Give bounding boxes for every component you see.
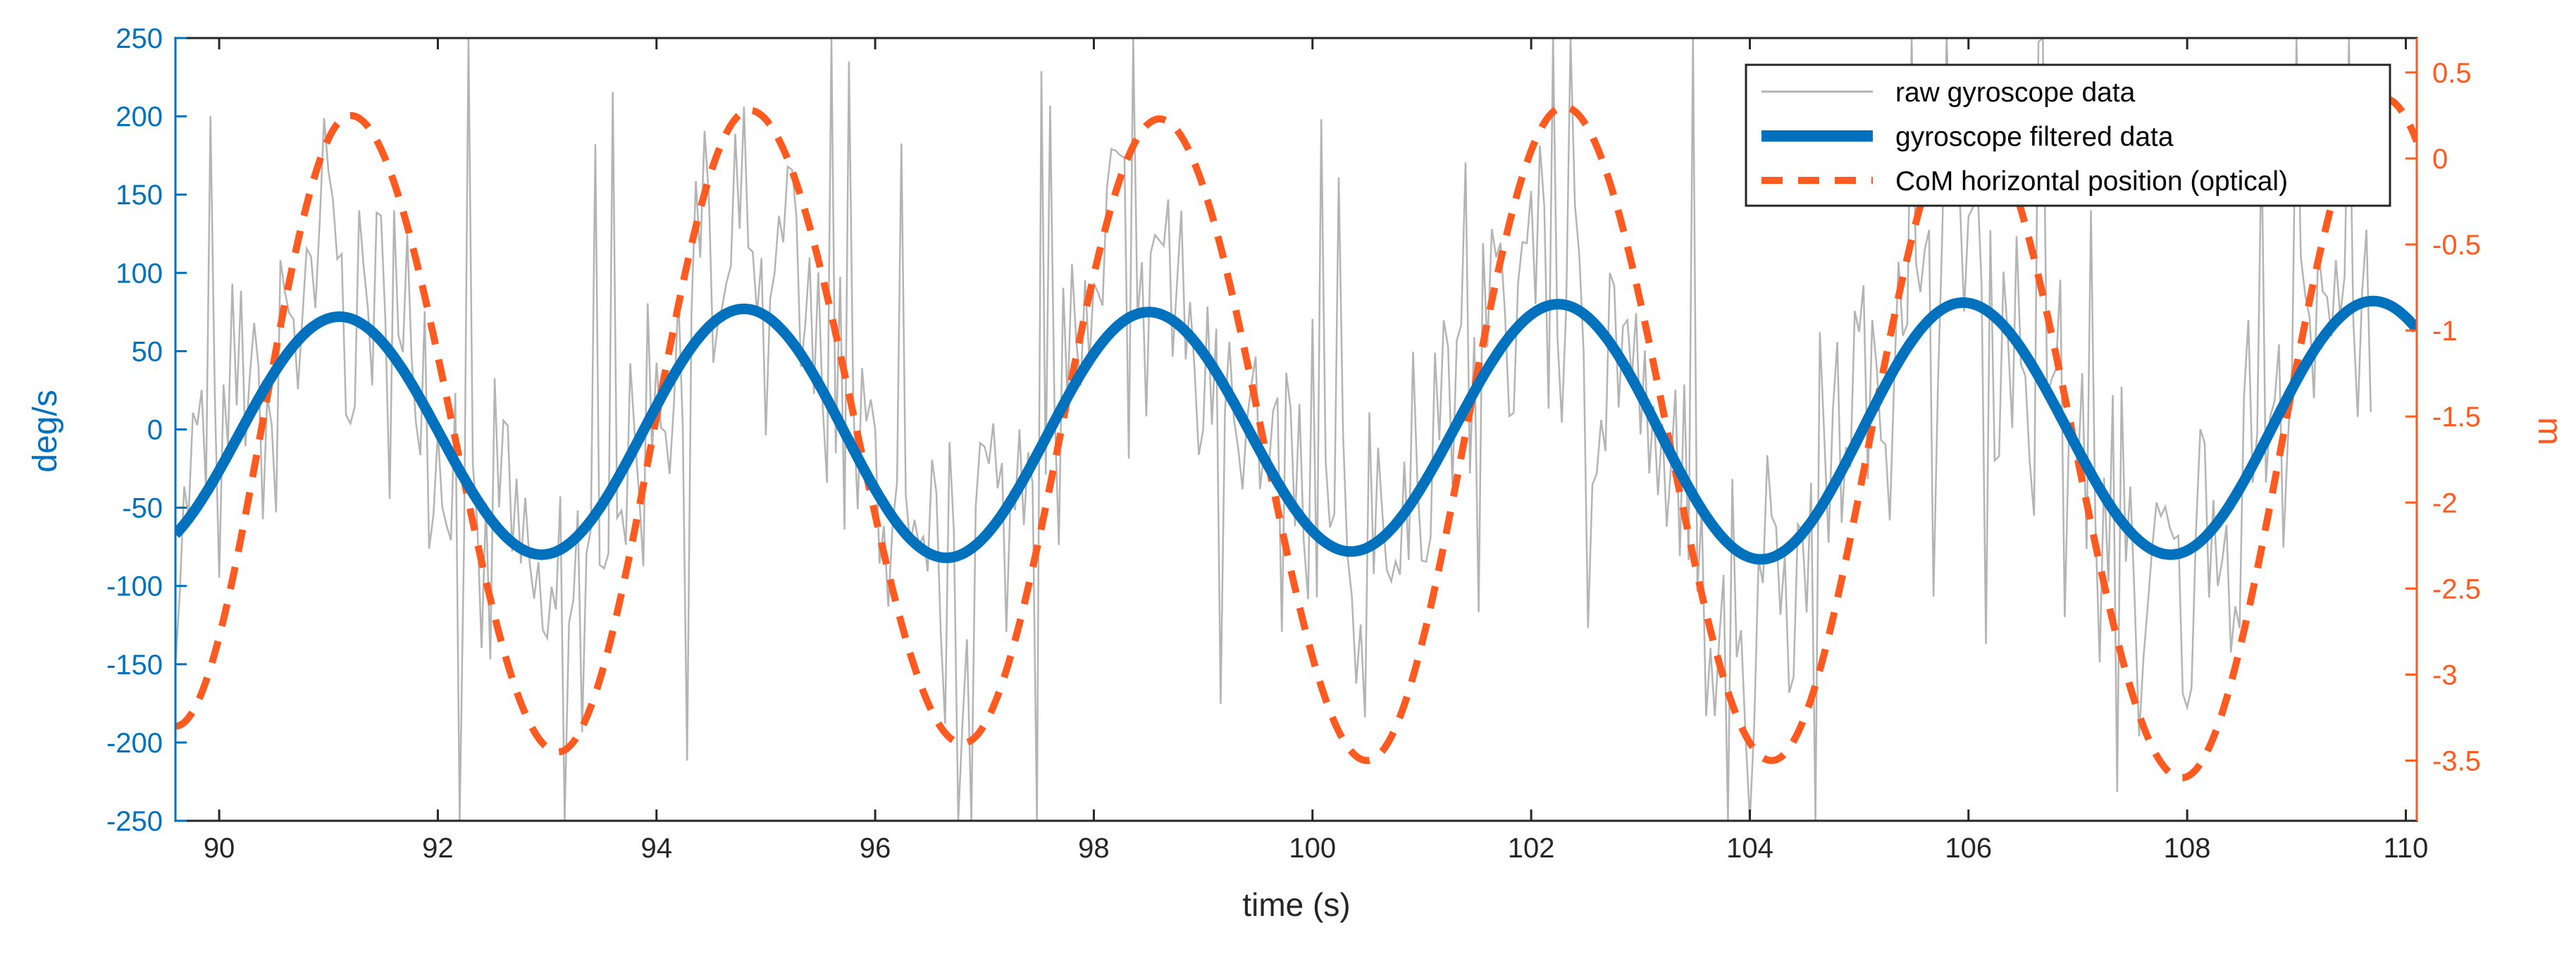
gyroscope-filtered-series (175, 295, 2417, 565)
gyroscope-filtered-line (175, 295, 2417, 565)
legend-label-com: CoM horizontal position (optical) (1895, 166, 2288, 197)
left-y-tick-label: 0 (147, 415, 163, 446)
x-tick-label: 98 (1078, 833, 1110, 864)
right-y-tick-label: -2 (2432, 488, 2458, 519)
left-y-tick-label: 250 (116, 23, 163, 54)
right-y-tick-label: 0.5 (2432, 58, 2472, 89)
right-y-tick-label: -1 (2432, 316, 2458, 347)
left-y-tick-label: 100 (116, 258, 163, 289)
left-y-tick-label: 50 (132, 336, 163, 367)
x-tick-label: 100 (1289, 833, 1336, 864)
left-y-tick-label: -250 (106, 806, 163, 837)
x-tick-label: 108 (2164, 833, 2211, 864)
x-tick-label: 110 (2384, 833, 2429, 864)
right-y-tick-label: 0 (2432, 144, 2448, 175)
right-y-tick-label: -1.5 (2432, 402, 2481, 433)
x-tick-label: 90 (204, 833, 235, 864)
left-y-tick-label: -100 (106, 571, 163, 602)
left-y-axis-label: deg/s (27, 390, 64, 472)
x-tick-label: 92 (422, 833, 454, 864)
right-y-tick-label: -3 (2432, 659, 2458, 690)
x-tick-label: 102 (1508, 833, 1555, 864)
x-axis-label: time (s) (1242, 886, 1350, 923)
com-position-series (175, 94, 2417, 781)
right-y-axis-label: m (2531, 417, 2568, 445)
x-tick-label: 96 (860, 833, 891, 864)
raw-gyroscope-series (175, 38, 2372, 821)
legend-label-filtered: gyroscope filtered data (1895, 122, 2174, 152)
left-y-tick-label: 200 (116, 101, 163, 132)
x-tick-label: 106 (1945, 833, 1992, 864)
left-y-axis: 250 200 150 100 50 0 -50 -100 -150 -200 -250 (106, 23, 187, 837)
x-tick-label: 104 (1726, 833, 1773, 864)
raw-gyroscope-line (175, 38, 2372, 821)
left-y-tick-label: -200 (106, 728, 163, 759)
x-axis: 90 92 94 96 98 100 102 104 106 108 110 (204, 38, 2429, 864)
right-y-tick-label: -0.5 (2432, 230, 2481, 261)
x-tick-label: 94 (641, 833, 673, 864)
left-y-tick-label: -50 (122, 493, 163, 524)
right-y-tick-label: -2.5 (2432, 574, 2481, 604)
com-position-line (175, 94, 2417, 781)
left-y-tick-label: 150 (116, 180, 163, 211)
right-y-tick-label: -3.5 (2432, 746, 2481, 777)
legend: raw gyroscope data gyroscope filtered da… (1745, 63, 2391, 207)
legend-label-raw: raw gyroscope data (1895, 78, 2136, 108)
left-y-tick-label: -150 (106, 650, 163, 681)
right-y-axis: 0.5 0 -0.5 -1 -1.5 -2 -2.5 -3 -3.5 (2405, 38, 2481, 821)
